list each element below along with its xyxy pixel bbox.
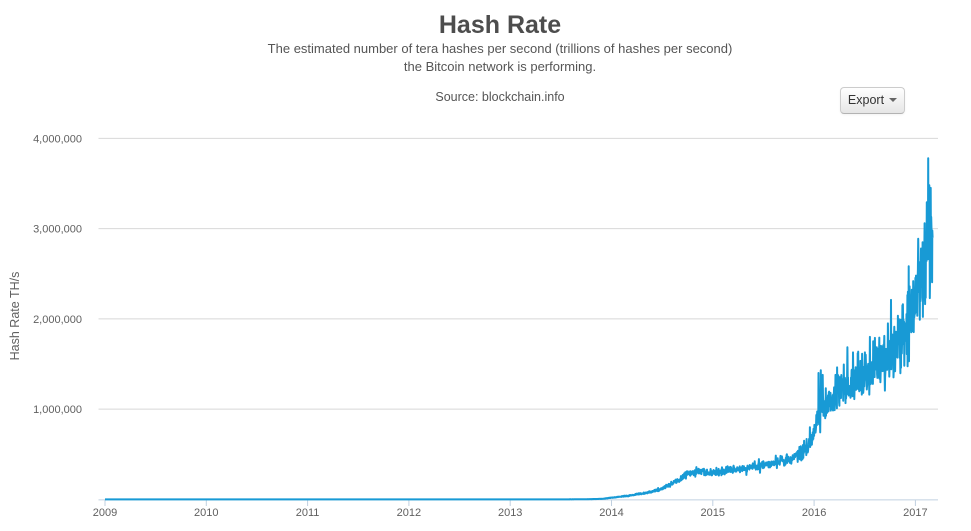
- svg-text:2017: 2017: [903, 507, 927, 519]
- svg-text:2010: 2010: [194, 507, 218, 519]
- svg-text:2015: 2015: [701, 507, 725, 519]
- svg-text:2016: 2016: [802, 507, 826, 519]
- svg-text:2,000,000: 2,000,000: [33, 314, 82, 326]
- svg-text:2013: 2013: [498, 507, 522, 519]
- svg-text:2014: 2014: [599, 507, 623, 519]
- svg-text:2011: 2011: [296, 507, 320, 519]
- svg-text:2012: 2012: [397, 507, 421, 519]
- svg-text:1,000,000: 1,000,000: [33, 404, 82, 416]
- svg-text:4,000,000: 4,000,000: [33, 133, 82, 145]
- svg-text:3,000,000: 3,000,000: [33, 224, 82, 236]
- svg-text:Hash Rate TH/s: Hash Rate TH/s: [8, 272, 22, 361]
- svg-text:2009: 2009: [93, 507, 117, 519]
